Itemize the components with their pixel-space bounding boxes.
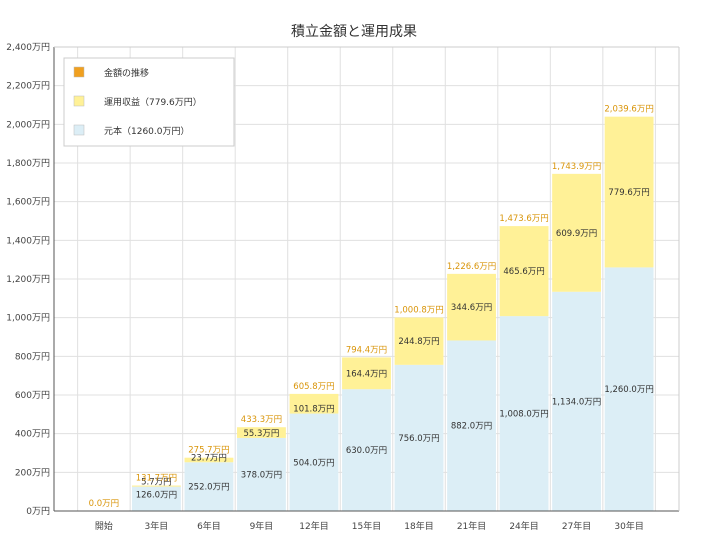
y-tick-label: 400万円 <box>15 429 50 440</box>
bar-return <box>289 393 339 414</box>
return-label: 465.6万円 <box>503 267 544 277</box>
bar-return <box>184 457 234 463</box>
principal-label: 126.0万円 <box>136 491 177 501</box>
legend-box <box>63 57 235 147</box>
return-label: 244.8万円 <box>398 337 439 347</box>
legend-label: 運用収益（779.6万円） <box>104 96 202 108</box>
y-tick-label: 1,800万円 <box>6 158 50 169</box>
bar-principal <box>342 389 391 511</box>
principal-label: 252.0万円 <box>188 483 229 493</box>
bar-principal <box>447 340 496 511</box>
bar-principal <box>394 364 444 511</box>
y-tick-label: 2,000万円 <box>6 119 50 130</box>
total-label: 1,743.9万円 <box>552 162 601 172</box>
bar-return <box>131 485 181 487</box>
chart-title: 積立金額と運用成果 <box>291 24 417 40</box>
bar-return <box>552 173 602 292</box>
return-label: 5.7万円 <box>141 478 172 488</box>
return-label: 609.9万円 <box>556 229 597 239</box>
return-label: 101.8万円 <box>293 405 334 415</box>
principal-label: 756.0万円 <box>398 434 439 444</box>
x-tick-label: 18年目 <box>404 520 433 532</box>
x-tick-label: 開始 <box>95 520 113 532</box>
x-tick-label: 21年目 <box>457 520 486 532</box>
total-label: 1,226.6万円 <box>447 262 496 272</box>
y-tick-label: 1,200万円 <box>6 274 50 285</box>
principal-label: 1,260.0万円 <box>604 385 653 395</box>
legend-swatch <box>73 124 85 136</box>
bar-return <box>499 226 549 317</box>
y-tick-label: 1,000万円 <box>6 313 50 324</box>
total-label: 1,473.6万円 <box>499 214 548 224</box>
bar-principal <box>131 486 181 511</box>
total-label: 605.8万円 <box>293 382 334 392</box>
bar-return <box>342 357 391 390</box>
bar-principal <box>289 413 339 511</box>
legend-swatch <box>73 95 85 107</box>
principal-label: 630.0万円 <box>346 446 387 456</box>
y-tick-label: 2,400万円 <box>6 42 50 53</box>
bar-return <box>237 427 286 438</box>
return-label: 23.7万円 <box>191 453 227 463</box>
y-tick-label: 1,400万円 <box>6 235 50 246</box>
bar-principal <box>184 462 234 511</box>
x-tick-label: 3年目 <box>145 520 169 532</box>
total-label: 433.3万円 <box>241 415 282 425</box>
x-tick-label: 24年目 <box>509 520 538 532</box>
x-tick-label: 12年目 <box>299 520 328 532</box>
y-tick-label: 0万円 <box>26 506 50 517</box>
legend-swatch <box>73 66 85 78</box>
bar-return <box>604 116 654 268</box>
bar-principal <box>604 267 654 511</box>
total-label: 131.7万円 <box>136 474 177 484</box>
total-label: 275.7万円 <box>188 446 229 456</box>
total-label: 2,039.6万円 <box>604 105 653 115</box>
principal-label: 882.0万円 <box>451 422 492 432</box>
x-tick-label: 9年目 <box>250 520 274 532</box>
return-label: 55.3万円 <box>243 429 279 439</box>
y-tick-label: 2,200万円 <box>6 81 50 92</box>
bar-principal <box>499 316 549 511</box>
y-tick-label: 1,600万円 <box>6 197 50 208</box>
y-tick-label: 200万円 <box>15 467 50 478</box>
return-label: 779.6万円 <box>608 188 649 198</box>
legend-label: 元本（1260.0万円） <box>104 125 190 137</box>
return-label: 164.4万円 <box>346 369 387 379</box>
total-label: 794.4万円 <box>346 345 387 355</box>
legend-label: 金額の推移 <box>104 67 149 79</box>
principal-label: 504.0万円 <box>293 458 334 468</box>
bar-principal <box>237 437 286 511</box>
principal-label: 1,134.0万円 <box>552 397 601 407</box>
bar-return <box>447 273 496 341</box>
total-label: 0.0万円 <box>89 499 120 509</box>
total-label: 1,000.8万円 <box>394 306 443 316</box>
bar-principal <box>552 291 602 511</box>
bar-return <box>394 317 444 365</box>
principal-label: 1,008.0万円 <box>499 410 548 420</box>
x-tick-label: 27年目 <box>562 520 591 532</box>
principal-label: 378.0万円 <box>241 470 282 480</box>
y-tick-label: 800万円 <box>15 351 50 362</box>
return-label: 344.6万円 <box>451 303 492 313</box>
x-tick-label: 30年目 <box>614 520 643 532</box>
y-tick-label: 600万円 <box>15 390 50 401</box>
x-tick-label: 6年目 <box>197 520 221 532</box>
x-tick-label: 15年目 <box>352 520 381 532</box>
